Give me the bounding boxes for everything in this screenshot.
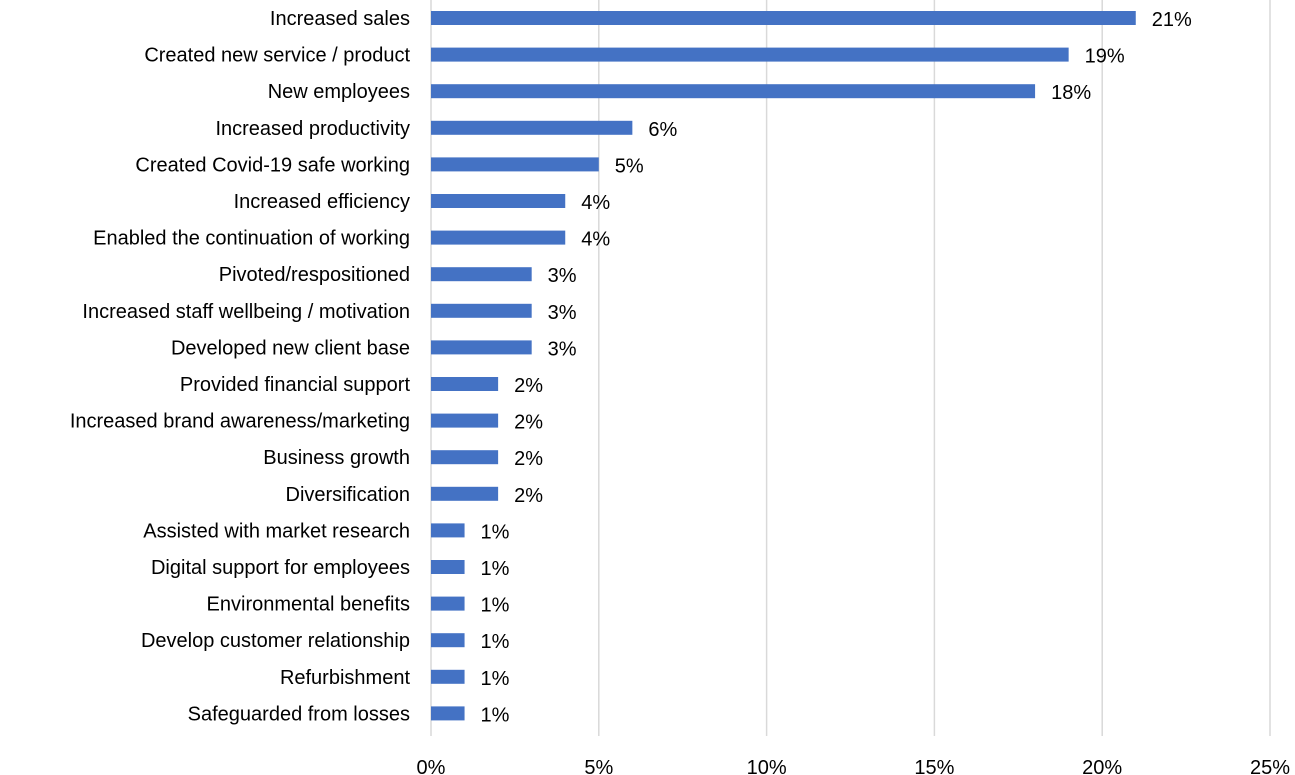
bar	[431, 413, 499, 428]
data-label: 19%	[1085, 46, 1125, 68]
bar	[431, 706, 465, 721]
bar	[431, 194, 566, 208]
category-label: Diversification	[286, 484, 410, 506]
bar	[431, 377, 499, 391]
data-label: 2%	[514, 485, 543, 507]
bar	[431, 230, 566, 245]
category-label: Increased efficiency	[234, 191, 410, 213]
x-tick-label: 10%	[747, 757, 787, 775]
x-tick-label: 25%	[1250, 757, 1290, 775]
category-label: Increased productivity	[215, 118, 410, 140]
data-labels: 21%19%18%6%5%4%4%3%3%3%2%2%2%2%1%1%1%1%1…	[481, 9, 1192, 726]
bar	[431, 450, 499, 465]
bar	[431, 120, 633, 135]
bar	[431, 47, 1069, 62]
category-label: Provided financial support	[180, 374, 411, 396]
data-label: 6%	[648, 119, 677, 141]
x-tick-label: 20%	[1082, 757, 1122, 775]
data-label: 3%	[548, 338, 577, 360]
data-label: 5%	[615, 155, 644, 177]
data-label: 1%	[481, 558, 510, 580]
data-label: 1%	[481, 668, 510, 690]
bar	[431, 669, 465, 684]
category-label: Created Covid-19 safe working	[135, 154, 410, 176]
data-label: 4%	[581, 192, 610, 214]
data-label: 4%	[581, 229, 610, 251]
category-label: Developed new client base	[171, 337, 410, 359]
bar	[431, 486, 499, 501]
category-label: Enabled the continuation of working	[93, 228, 410, 250]
x-tick-label: 5%	[584, 757, 613, 775]
category-label: Assisted with market research	[143, 520, 410, 542]
category-label: Safeguarded from losses	[188, 703, 410, 725]
data-label: 3%	[548, 265, 577, 287]
bar	[431, 523, 465, 538]
category-label: Increased sales	[270, 8, 410, 30]
category-label: New employees	[268, 81, 410, 103]
data-label: 1%	[481, 595, 510, 617]
data-label: 3%	[548, 302, 577, 324]
category-label: Environmental benefits	[207, 594, 410, 616]
bar	[431, 560, 465, 574]
bar	[431, 11, 1136, 25]
data-label: 18%	[1051, 82, 1091, 104]
category-label: Increased staff wellbeing / motivation	[82, 301, 410, 323]
category-label: Business growth	[263, 447, 410, 469]
bar	[431, 596, 465, 611]
data-label: 2%	[514, 412, 543, 434]
data-label: 1%	[481, 521, 510, 543]
category-label: Created new service / product	[144, 45, 410, 67]
bar	[431, 157, 599, 172]
category-label: Increased brand awareness/marketing	[70, 411, 410, 433]
category-label: Develop customer relationship	[141, 630, 410, 652]
data-label: 2%	[514, 375, 543, 397]
category-label: Digital support for employees	[151, 557, 410, 579]
bar	[431, 267, 532, 282]
bars	[431, 11, 1136, 721]
gridlines	[430, 0, 1271, 736]
bar	[431, 633, 465, 648]
data-label: 21%	[1152, 9, 1192, 31]
category-label: Refurbishment	[280, 667, 411, 689]
bar	[431, 340, 532, 355]
data-label: 2%	[514, 448, 543, 470]
x-axis-tick-labels: 0% 5% 10% 15% 20% 25%	[417, 757, 1291, 775]
category-label: Pivoted/respositioned	[219, 264, 410, 286]
category-labels: Increased sales Created new service / pro…	[70, 8, 411, 725]
data-label: 1%	[481, 631, 510, 653]
x-tick-label: 15%	[914, 757, 954, 775]
bar	[431, 84, 1036, 99]
x-tick-label: 0%	[417, 757, 446, 775]
bar	[431, 303, 532, 318]
data-label: 1%	[481, 704, 510, 726]
